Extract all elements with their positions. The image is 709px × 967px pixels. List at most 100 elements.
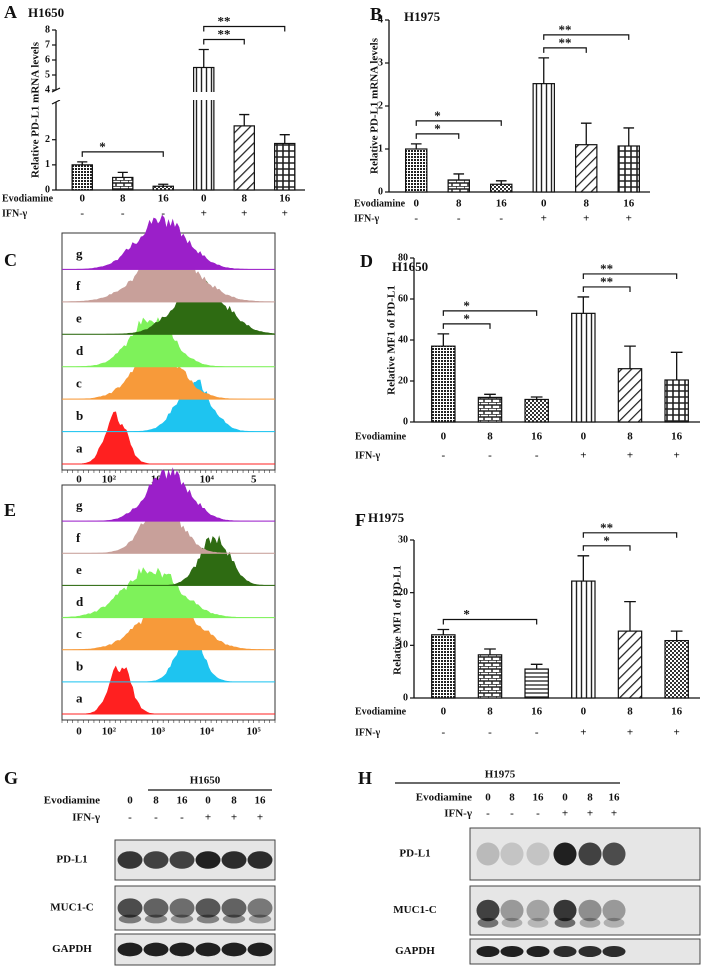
significance-bracket	[543, 34, 630, 40]
blot-band	[526, 842, 550, 866]
blot-band	[527, 917, 549, 928]
y-tick-label: 1	[378, 143, 383, 154]
x-tick-label: 8	[487, 706, 493, 718]
x-tick-label: 16	[158, 193, 170, 205]
x-tick-label: 8	[627, 706, 633, 718]
panel-letter: G	[4, 768, 18, 788]
blot-band	[579, 917, 601, 928]
chart-title: H1975	[404, 9, 441, 24]
significance-bracket	[442, 618, 538, 625]
x-tick-label: 10⁵	[247, 726, 262, 738]
blot-band	[477, 917, 499, 928]
significance-label: *	[99, 139, 106, 154]
error-bar	[117, 171, 128, 178]
blot-band	[170, 914, 194, 924]
significance-label: **	[559, 35, 572, 50]
x-tick-label: 10⁴	[200, 726, 215, 738]
lane-label: +	[257, 812, 263, 824]
row-label: g	[76, 246, 83, 261]
blot-band	[476, 946, 500, 957]
bar	[274, 142, 296, 191]
bar	[571, 312, 596, 423]
x-tick-label: -	[488, 727, 492, 739]
row-label: IFN-γ	[355, 450, 381, 461]
row-label: Evodiamine	[2, 193, 54, 204]
significance-bracket	[543, 47, 587, 53]
y-tick-label: 6	[45, 54, 50, 65]
blot-band	[247, 851, 273, 869]
blot-band	[526, 946, 550, 957]
significance-bracket	[442, 310, 538, 316]
significance-label: *	[463, 607, 470, 622]
blot-band	[247, 898, 273, 918]
row-label: Evodiamine	[416, 792, 472, 804]
bar	[447, 179, 470, 193]
significance-label: *	[434, 121, 441, 136]
error-bar	[484, 393, 496, 398]
row-label: d	[76, 594, 84, 609]
y-tick-label: 20	[398, 375, 408, 386]
blot-band	[169, 851, 195, 869]
bar	[571, 580, 596, 699]
error-bar	[623, 127, 635, 146]
x-tick-label: -	[457, 213, 461, 225]
error-bar	[495, 180, 507, 185]
x-tick-label: -	[499, 213, 503, 225]
blot-band	[143, 942, 169, 957]
blot-band	[144, 914, 168, 924]
bar	[477, 396, 503, 423]
error-bar	[279, 134, 290, 144]
x-tick-label: 16	[496, 198, 508, 210]
x-tick-label: -	[441, 450, 445, 462]
x-tick-label: +	[674, 450, 680, 462]
bar	[617, 630, 643, 699]
chart-title: H1975	[368, 510, 405, 525]
chart-title: H1650	[392, 259, 428, 274]
error-bar	[484, 648, 496, 655]
lane-label: -	[154, 812, 158, 824]
y-tick-label: 40	[398, 334, 408, 345]
bar	[575, 144, 598, 193]
significance-bracket	[582, 532, 678, 538]
blot-band	[221, 851, 247, 869]
x-tick-label: 10³	[151, 726, 166, 738]
significance-bracket	[203, 38, 245, 45]
bar	[233, 125, 255, 191]
x-tick-label: 16	[671, 706, 683, 718]
x-tick-label: +	[627, 727, 633, 739]
blot-band	[501, 917, 523, 928]
row-label: a	[76, 691, 83, 706]
lane-label: 16	[177, 795, 189, 807]
blot-band	[476, 899, 500, 922]
error-bar	[624, 345, 636, 369]
y-tick-label: 1	[45, 159, 50, 170]
bar	[664, 639, 689, 699]
significance-bracket	[415, 120, 502, 126]
blot-band	[578, 946, 602, 957]
lane-label: -	[486, 808, 490, 820]
row-label: IFN-γ	[354, 213, 380, 224]
x-tick-label: 16	[531, 706, 543, 718]
x-tick-label: -	[161, 208, 165, 220]
error-bar	[624, 600, 636, 632]
y-tick-label: 5	[45, 69, 50, 80]
y-tick-label: 10	[398, 640, 408, 651]
bar	[524, 398, 549, 423]
x-tick-label: 0	[581, 431, 587, 443]
panel-letter: F	[355, 510, 366, 530]
axis-break	[51, 99, 61, 105]
row-label: c	[76, 376, 82, 391]
x-tick-label: +	[541, 213, 547, 225]
blot-band	[602, 946, 626, 957]
panel-letter: D	[360, 251, 373, 271]
bar	[532, 83, 555, 193]
blot-band	[553, 899, 577, 922]
y-tick-label: 80	[398, 252, 408, 263]
x-tick-label: 0	[541, 198, 547, 210]
significance-label: *	[463, 298, 470, 313]
x-tick-label: 0	[441, 706, 447, 718]
lane-label: +	[611, 808, 617, 820]
row-label: a	[76, 440, 83, 455]
x-tick-label: +	[201, 208, 207, 220]
lane-label: 0	[485, 792, 491, 804]
